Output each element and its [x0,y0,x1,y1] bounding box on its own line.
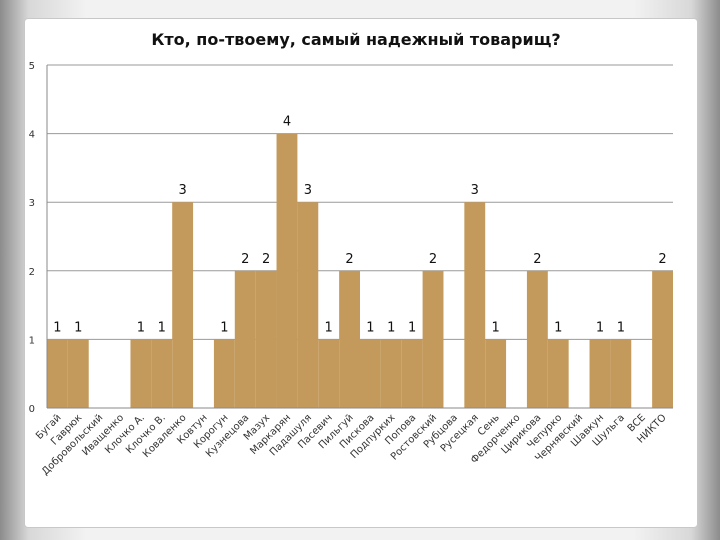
y-tick-label: 4 [29,130,35,141]
bar [422,270,444,408]
data-label: 1 [220,320,228,335]
y-tick-label: 2 [29,267,35,278]
data-label: 2 [658,252,666,267]
bar [589,339,611,408]
bar [234,270,256,408]
bar [401,339,423,408]
chart-title: Кто, по-твоему, самый надежный товарищ? [151,30,560,49]
bar [318,339,340,408]
data-label: 1 [491,320,499,335]
data-label: 1 [325,320,333,335]
bar [547,339,569,408]
bar [485,339,507,408]
data-label: 1 [617,320,625,335]
bar [297,202,319,408]
data-label: 4 [283,115,291,130]
data-label: 2 [345,252,353,267]
data-label: 1 [53,320,61,335]
bar [652,270,673,408]
bar [610,339,632,408]
bar-chart: Кто, по-твоему, самый надежный товарищ? … [29,30,673,478]
chart-frame: Кто, по-твоему, самый надежный товарищ? … [24,18,698,528]
data-label: 1 [408,320,416,335]
y-tick-labels: 0 1 2 3 4 5 [29,61,35,415]
bar [339,270,360,408]
bar [276,133,298,408]
data-label: 2 [429,252,437,267]
y-tick-label: 1 [29,335,35,346]
data-label: 1 [74,320,82,335]
bar [67,339,89,408]
axes [46,65,673,409]
data-label: 1 [137,320,145,335]
data-label: 2 [533,252,541,267]
bar [380,339,402,408]
data-label: 3 [471,183,479,198]
data-label: 2 [241,252,249,267]
bar [47,339,68,408]
y-tick-label: 5 [29,61,35,72]
data-label: 1 [554,320,562,335]
bars [47,133,673,408]
bar [526,270,548,408]
bar [130,339,152,408]
data-label: 1 [158,320,166,335]
y-tick-label: 3 [29,198,35,209]
data-label: 2 [262,252,270,267]
data-label: 1 [596,320,604,335]
bar [464,202,486,408]
bar [151,339,173,408]
bar [255,270,277,408]
data-label: 3 [304,183,312,198]
data-label: 3 [178,183,186,198]
bar [213,339,235,408]
data-label: 1 [366,320,374,335]
y-tick-label: 0 [29,404,35,415]
bar [172,202,194,408]
data-label: 1 [387,320,395,335]
bar [360,339,381,408]
gridlines [47,64,673,340]
